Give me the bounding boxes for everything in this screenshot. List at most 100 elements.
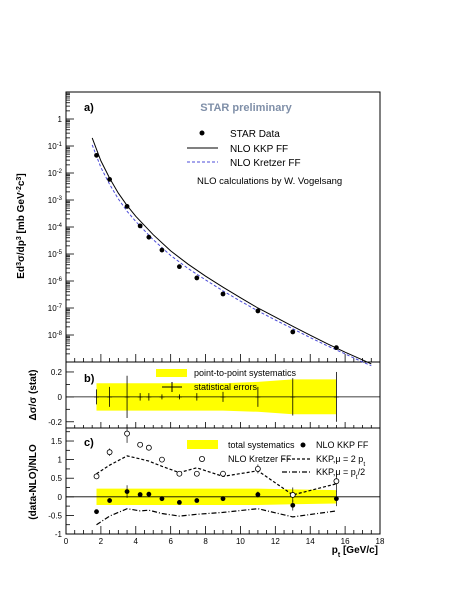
star-data-point xyxy=(146,234,152,240)
panel-c-label: c) xyxy=(84,437,94,449)
legend-kkp-ratio-label: NLO KKP FF xyxy=(316,440,369,450)
legend-kkp-filled-marker xyxy=(300,442,306,448)
kretzer-ratio-point xyxy=(159,456,165,463)
panel-a-ytick-label: 10-8 xyxy=(48,331,63,340)
panel-a-ytick-label: 10-1 xyxy=(48,142,63,151)
panel-c-plot: -1 -0.5 0 0.5 1 1.5 0 2 4 6 8 10 12 14 16 18 xyxy=(48,424,385,546)
panel-a-ytick-exp: -5 xyxy=(57,250,63,256)
panel-a-frame xyxy=(65,91,381,363)
ylabel-ed: Ed xyxy=(16,266,27,279)
panel-a-ytick-base: 10 xyxy=(48,142,57,151)
legend-kkp2pt-main: KKP,μ = 2 p xyxy=(316,454,363,464)
panel-b-ytick-label: -0.2 xyxy=(48,418,62,427)
kkp-ratio-point xyxy=(194,498,200,503)
panel-a-ytick-exp: -7 xyxy=(57,304,63,310)
legend-kkphalf-sub: t xyxy=(356,474,358,481)
xlabel-unit: [GeV/c] xyxy=(340,545,378,556)
kkp-halfpt-scale-curve xyxy=(96,508,337,526)
kretzer-ratio-point xyxy=(254,466,261,472)
panel-a-ytick-exp: -1 xyxy=(57,142,63,148)
ylabel-sup-2: 3 xyxy=(16,236,23,240)
kkp-ratio-point xyxy=(220,496,226,502)
panel-a-ylabel: Ed3σ/dp3 [mb GeV-2c3] xyxy=(16,173,28,278)
panel-c-ylabel: (data-NLO)/NLO xyxy=(28,444,39,520)
legend-kretzer-label: NLO Kretzer FF xyxy=(230,158,301,169)
panel-a-label: a) xyxy=(84,102,94,114)
panel-c-xtick-label: 16 xyxy=(341,537,350,546)
legend-kkp-label: NLO KKP FF xyxy=(230,144,288,155)
panel-a-ytick-base: 10 xyxy=(48,331,57,340)
panel-a-ytick-exp: -2 xyxy=(57,169,63,175)
legend-kkp2pt-label: KKP,μ = 2 pt xyxy=(316,454,365,468)
panel-b-ytick-label: 0.2 xyxy=(51,368,63,377)
kretzer-curve xyxy=(91,144,372,367)
kretzer-ratio-point xyxy=(289,492,296,498)
panel-c-xtick-label: 14 xyxy=(306,537,315,546)
panel-a-ytick-exp: -6 xyxy=(57,277,63,283)
kretzer-ratio-point xyxy=(124,430,130,437)
x-axis-label: pt [GeV/c] xyxy=(332,545,378,559)
panel-a-ytick-exp: -8 xyxy=(57,331,63,337)
legend-kretzer-ratio-label: NLO Kretzer FF xyxy=(228,454,292,464)
legend-kkphalf-end: /2 xyxy=(358,467,366,477)
kretzer-ratio-point xyxy=(145,444,152,451)
panel-a-ytick-label: 1 xyxy=(58,115,63,124)
xlabel-sub-t: t xyxy=(338,552,341,559)
kretzer-ratio-point xyxy=(193,470,200,477)
panel-a-plot: 10-810-710-610-510-410-310-210-11 xyxy=(48,92,381,367)
star-data-point xyxy=(107,176,113,182)
kretzer-ratio-point xyxy=(93,473,100,480)
kretzer-ratio-point xyxy=(137,441,144,448)
legend-p2p-systematics-swatch xyxy=(156,369,187,377)
panel-c-ytick-label: 1.5 xyxy=(51,437,63,446)
panel-a-ytick-base: 10 xyxy=(48,277,57,286)
star-data-point xyxy=(137,223,143,229)
panel-c-xtick-label: 10 xyxy=(236,537,245,546)
ylabel-sup-1: 3 xyxy=(16,262,23,266)
star-data-point xyxy=(176,264,182,270)
panel-b-plot: -0.2 0 0.2 xyxy=(48,368,381,428)
kkp-ratio-point xyxy=(159,496,165,502)
kretzer-ratio-point xyxy=(220,470,226,477)
star-data-point xyxy=(159,247,165,253)
panel-c-xtick-label: 0 xyxy=(64,537,69,546)
panel-a-ytick-base: 10 xyxy=(48,196,57,205)
panel-a-ytick-label: 10-2 xyxy=(48,169,63,178)
panel-b-ylabel: Δσ/σ (stat) xyxy=(28,370,39,421)
ylabel-sigma-dp: σ/dp xyxy=(16,240,27,262)
panel-c-ytick-label: 0 xyxy=(58,493,63,502)
kkp-ratio-point xyxy=(107,498,113,503)
kkp-ratio-point xyxy=(290,502,296,508)
panel-c-xtick-label: 8 xyxy=(203,537,208,546)
legend-total-systematics-label: total systematics xyxy=(228,440,295,450)
panel-c-xtick-label: 6 xyxy=(168,537,173,546)
panel-a-ytick-base: 10 xyxy=(48,223,57,232)
panel-c-xtick-label: 18 xyxy=(376,537,385,546)
kkp-ratio-point xyxy=(176,499,182,505)
panel-c-xtick-label: 2 xyxy=(99,537,104,546)
panel-a-ytick-base: 10 xyxy=(48,304,57,313)
nlo-calc-note: NLO calculations by W. Vogelsang xyxy=(197,176,342,187)
star-data-point xyxy=(94,152,99,158)
panel-b-label: b) xyxy=(84,373,95,385)
star-data-point xyxy=(255,308,261,314)
kkp-ratio-point xyxy=(146,491,152,497)
kretzer-ratio-point xyxy=(176,470,183,477)
panel-a-ytick-base: 10 xyxy=(48,250,57,259)
kkp-ratio-point xyxy=(255,492,261,497)
panel-c-xtick-label: 4 xyxy=(134,537,139,546)
panel-a-ytick-base: 1 xyxy=(58,115,63,124)
kkp-2pt-scale-curve xyxy=(96,455,337,496)
legend-star-data-label: STAR Data xyxy=(230,129,280,140)
ylabel-c: c xyxy=(16,180,27,186)
star-data-point xyxy=(333,345,339,351)
kretzer-ratio-point xyxy=(106,449,113,456)
kkp-ratio-point xyxy=(333,496,339,502)
xlabel-p: p xyxy=(332,545,338,556)
star-data-point xyxy=(194,275,200,281)
panel-a-ytick-exp: -3 xyxy=(57,196,63,202)
ylabel-sup-3: -2 xyxy=(16,186,23,192)
panel-a-ytick-exp: -4 xyxy=(57,223,63,229)
panel-c-ytick-label: 1 xyxy=(58,456,63,465)
